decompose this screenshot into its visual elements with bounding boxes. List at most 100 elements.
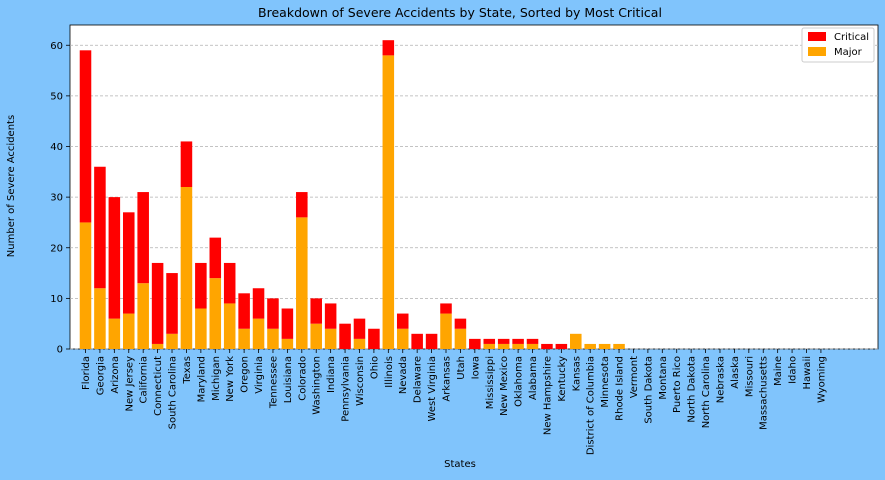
bar-critical (137, 192, 149, 284)
x-tick-label: Louisiana (283, 356, 294, 403)
bar-critical (209, 237, 222, 279)
bar-major (238, 328, 250, 349)
x-tick-label: Connecticut (153, 356, 164, 416)
bar-major (440, 313, 452, 349)
bar-critical (94, 166, 106, 289)
bar-major (396, 328, 409, 349)
y-tick-label: 40 (50, 142, 63, 153)
bar-major (382, 55, 395, 349)
y-tick-label: 10 (50, 294, 63, 305)
bar-critical (238, 293, 250, 329)
bar-critical (339, 323, 351, 349)
x-tick-label: District of Columbia (586, 356, 597, 455)
bar-critical (411, 333, 423, 349)
x-tick-label: Alaska (730, 356, 741, 389)
x-tick-label: Colorado (297, 356, 308, 401)
x-tick-label: Illinois (384, 356, 395, 388)
legend-label-critical: Critical (834, 32, 869, 43)
bar-major (223, 303, 236, 349)
x-tick-label: Oregon (240, 356, 251, 393)
x-tick-label: Puerto Rico (672, 356, 683, 413)
bar-critical (512, 338, 524, 344)
x-axis-label: States (444, 459, 476, 470)
x-tick-label: North Carolina (701, 356, 712, 428)
bar-critical (296, 192, 308, 218)
bar-major (598, 343, 611, 349)
bar-critical (281, 308, 294, 339)
bar-critical (180, 141, 193, 187)
bar-major (79, 222, 92, 349)
y-tick-label: 50 (50, 91, 63, 102)
bar-critical (483, 338, 496, 344)
x-tick-label: North Dakota (687, 356, 698, 423)
bar-critical (79, 50, 92, 223)
x-tick-label: Massachusetts (759, 356, 770, 430)
y-tick-label: 60 (50, 41, 63, 52)
legend-label-major: Major (834, 47, 863, 58)
legend: Critical Major (801, 27, 875, 63)
x-tick-label: Kentucky (557, 356, 568, 402)
x-tick-label: West Virginia (427, 356, 438, 421)
bar-critical (151, 262, 164, 344)
bar-major (195, 308, 207, 349)
bar-major (310, 323, 322, 349)
x-tick-label: New York (225, 356, 236, 402)
legend-swatch-critical (808, 32, 826, 41)
x-tick-label: Nevada (398, 356, 409, 394)
x-tick-label: Georgia (95, 356, 106, 395)
y-tick-label: 0 (57, 345, 63, 356)
bar-major (267, 328, 279, 349)
bar-major (281, 338, 294, 349)
bar-major (526, 343, 539, 349)
bar-major (252, 318, 265, 349)
x-tick-label: Iowa (470, 356, 481, 379)
x-axis: Florida Georgia Arizona New Jersey Californi… (81, 349, 827, 455)
bar-major (497, 343, 510, 349)
bar-critical (555, 343, 568, 349)
x-tick-label: Arizona (110, 356, 121, 394)
bar-critical (526, 338, 539, 344)
bar-major (108, 318, 121, 349)
x-tick-label: New Hampshire (542, 356, 553, 435)
bar-major (483, 343, 496, 349)
x-tick-label: Maine (773, 356, 784, 386)
bar-critical (440, 303, 452, 314)
bar-critical (310, 298, 322, 324)
bar-major (584, 343, 596, 349)
bar-critical (382, 40, 395, 56)
chart-title: Breakdown of Severe Accidents by State, … (258, 5, 662, 20)
bars (79, 40, 625, 349)
bar-major (166, 333, 178, 349)
x-tick-label: Hawaii (802, 356, 813, 390)
x-tick-label: Idaho (788, 356, 799, 384)
bar-major (137, 283, 149, 349)
x-tick-label: Utah (456, 356, 467, 380)
bar-critical (324, 303, 337, 329)
x-tick-label: Vermont (629, 356, 640, 398)
bar-major (324, 328, 337, 349)
bar-critical (122, 212, 135, 314)
bar-major (512, 343, 524, 349)
x-tick-label: Ohio (369, 356, 380, 379)
bar-major (296, 217, 308, 349)
x-tick-label: Washington (312, 356, 323, 415)
bar-major (180, 187, 193, 349)
bar-critical (541, 343, 553, 349)
bar-major (613, 343, 625, 349)
x-tick-label: Texas (182, 356, 193, 385)
x-tick-label: Alabama (528, 356, 539, 400)
x-tick-label: Nebraska (715, 356, 726, 403)
x-tick-label: South Carolina (168, 356, 179, 429)
x-tick-label: Pennsylvania (341, 356, 352, 422)
bar-major (209, 278, 222, 349)
bar-critical (252, 288, 265, 319)
legend-swatch-major (808, 47, 826, 56)
bar-major (94, 288, 106, 349)
x-tick-label: Wyoming (816, 356, 827, 403)
x-tick-label: South Dakota (643, 356, 654, 424)
bar-critical (166, 273, 178, 334)
x-tick-label: Indiana (326, 356, 337, 393)
x-tick-label: Arkansas (442, 356, 453, 402)
